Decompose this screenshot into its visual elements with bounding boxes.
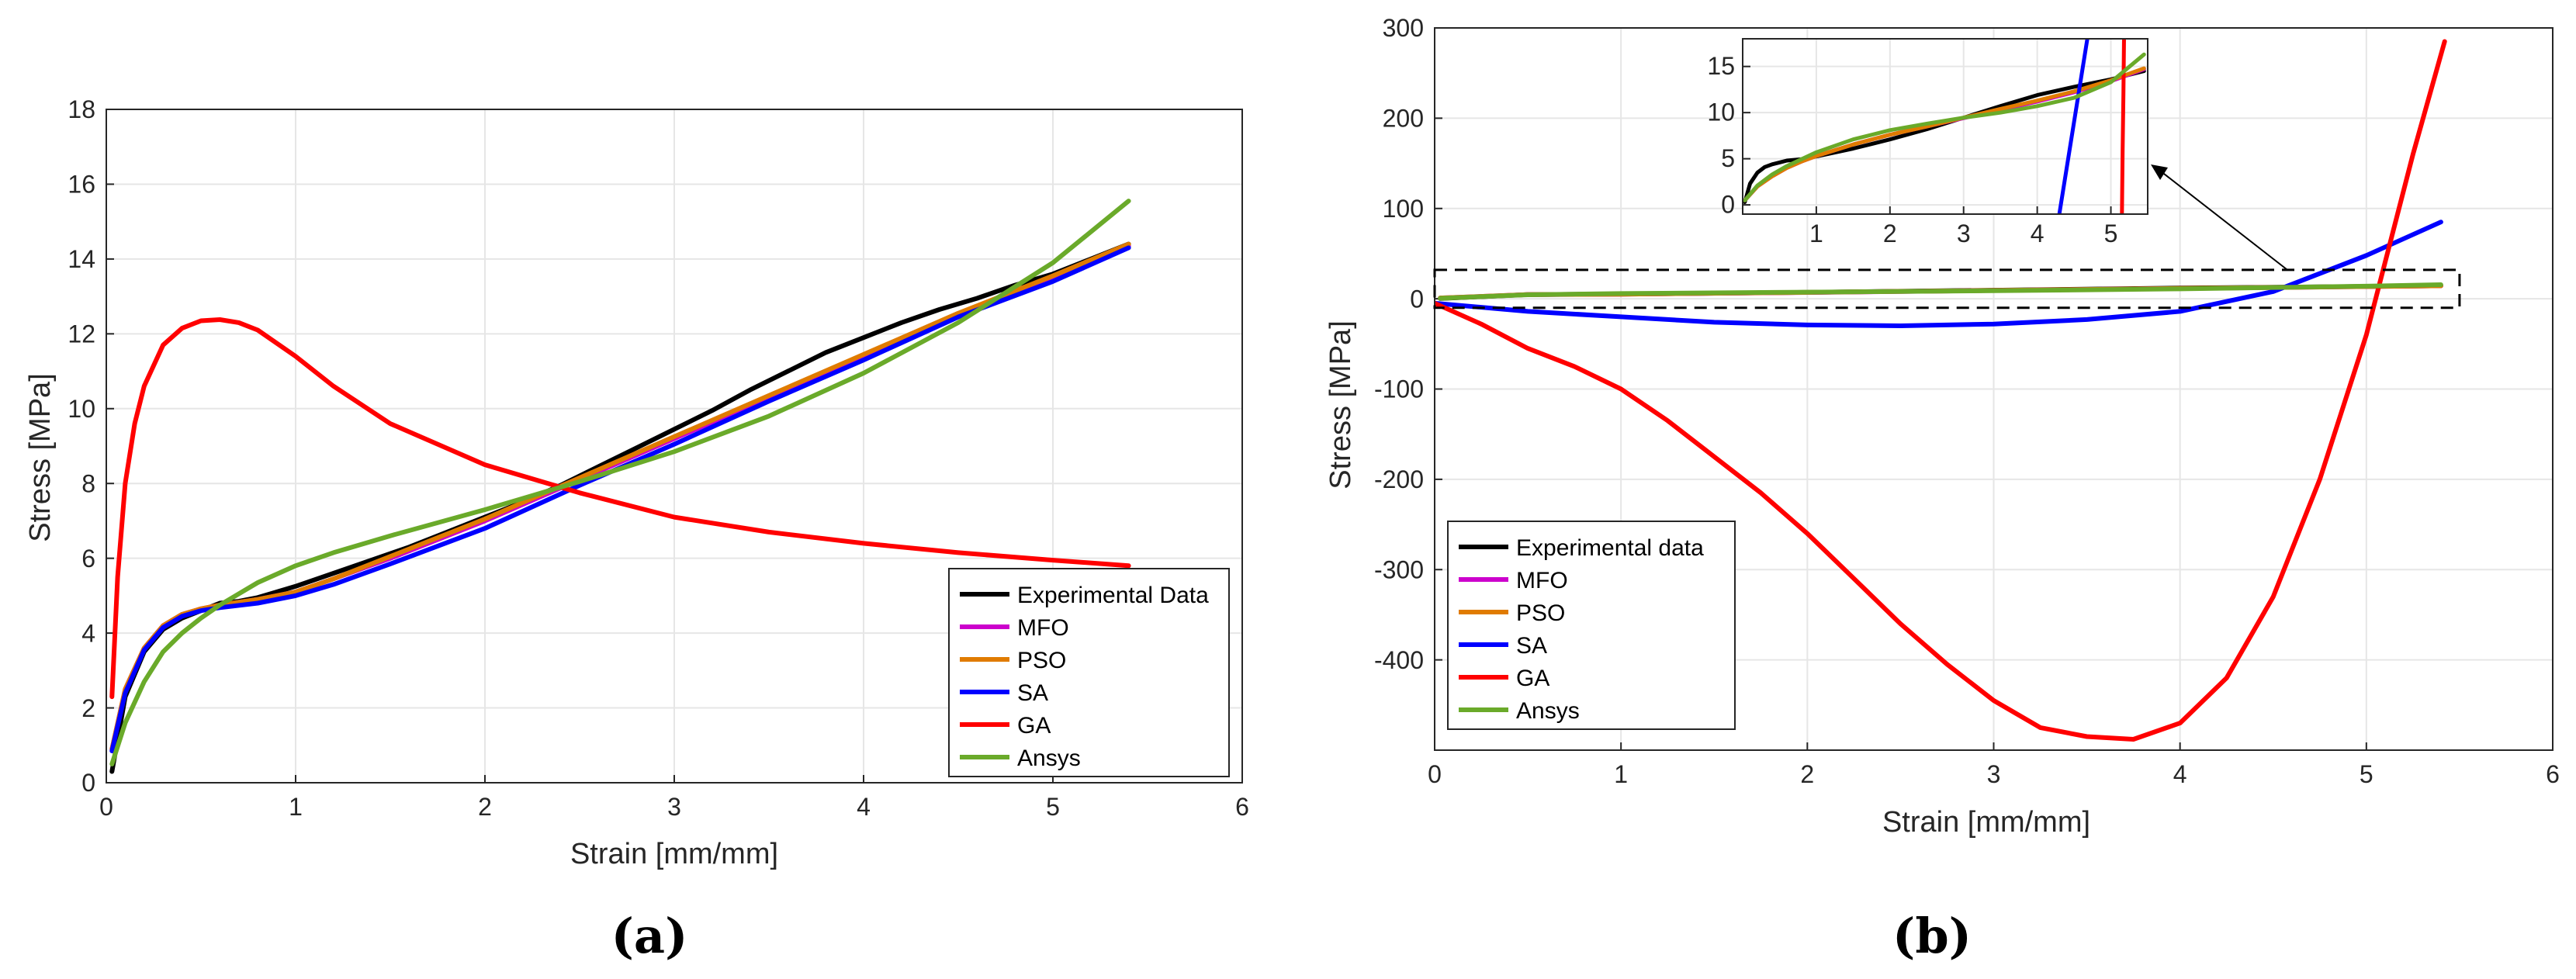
chart-b-inset-frame <box>1742 38 2148 215</box>
chart-a-xtick-label: 1 <box>289 793 303 821</box>
chart-a-ytick-label: 0 <box>81 769 95 797</box>
chart-b-xtick-label: 4 <box>2173 760 2187 788</box>
chart-b-xlabel: Strain [mm/mm] <box>1882 806 2090 839</box>
chart-b-ytick-label: 200 <box>1383 105 1424 133</box>
chart-b-xtick-label: 1 <box>1614 760 1628 788</box>
chart-b-zoom-arrow <box>2156 168 2288 271</box>
chart-b-ylabel: Stress [MPa] <box>1324 320 1357 490</box>
chart-b-ytick-label: -400 <box>1374 646 1424 674</box>
chart-b-frame <box>1434 27 2553 751</box>
chart-a-xtick-label: 6 <box>1235 793 1249 821</box>
chart-b-ytick-label: -200 <box>1374 465 1424 493</box>
chart-b-legend-label: Ansys <box>1516 698 1580 724</box>
chart-a-xtick-label: 3 <box>667 793 681 821</box>
chart-b-ytick-label: -100 <box>1374 375 1424 403</box>
chart-a-frame <box>106 109 1243 784</box>
chart-a-series-ga <box>109 317 1131 700</box>
chart-a-legend-label: PSO <box>1017 648 1066 673</box>
chart-b-inset-xtick-label: 4 <box>2031 220 2045 247</box>
chart-a-xtick-label: 0 <box>99 793 113 821</box>
chart-a-legend <box>948 568 1230 777</box>
chart-a-legend-label: Ansys <box>1017 745 1081 771</box>
chart-a-ytick-label: 4 <box>81 619 95 647</box>
chart-a-xtick-label: 4 <box>857 793 871 821</box>
chart-b-ytick-label: 100 <box>1383 195 1424 223</box>
chart-a-xtick-label: 2 <box>478 793 492 821</box>
chart-b-inset-ytick-label: 10 <box>1707 99 1735 126</box>
chart-b-inset-xtick-label: 2 <box>1883 220 1897 247</box>
chart-b-inset-series-experimental-data <box>1743 69 2146 204</box>
chart-b-inset-ytick-label: 0 <box>1721 191 1735 219</box>
chart-b-inset-ytick-label: 5 <box>1721 144 1735 172</box>
chart-b-legend-label: MFO <box>1516 568 1568 593</box>
chart-b-xtick-label: 0 <box>1428 760 1442 788</box>
chart-a-ytick-label: 10 <box>68 395 95 423</box>
chart-a-ytick-label: 2 <box>81 694 95 722</box>
chart-a-panel-label: (a) <box>611 908 688 964</box>
chart-a-legend-label: MFO <box>1017 615 1069 641</box>
chart-b-ytick-label: 300 <box>1383 14 1424 42</box>
chart-a-ytick-label: 6 <box>81 545 95 573</box>
chart-a-series-sa <box>109 245 1131 753</box>
chart-b-xtick-label: 6 <box>2546 760 2560 788</box>
chart-a-series-ansys <box>109 199 1131 766</box>
chart-a-ytick-label: 18 <box>68 95 95 123</box>
chart-b-inset-xtick-label: 1 <box>1809 220 1823 247</box>
chart-b-zoom-rect <box>1433 268 2461 310</box>
chart-b-legend-label: Experimental data <box>1516 535 1704 561</box>
chart-a-xlabel: Strain [mm/mm] <box>570 838 778 870</box>
chart-a-ytick-label: 8 <box>81 469 95 497</box>
chart-b-xtick-label: 2 <box>1800 760 1814 788</box>
chart-b-legend-label: PSO <box>1516 600 1565 626</box>
chart-a-legend-label: SA <box>1017 680 1048 706</box>
chart-b-legend <box>1447 521 1736 730</box>
chart-b: 0 1 2 3 4 5 6 -400 -300 -200 -100 0 100 200 300 1 2 3 4 5 0 5… <box>1374 14 2560 788</box>
chart-b-ytick-label: 0 <box>1410 285 1424 313</box>
chart-b-legend-label: SA <box>1516 633 1547 659</box>
chart-b-series-ansys <box>1438 282 2443 301</box>
chart-b-inset-ytick-label: 15 <box>1707 52 1735 80</box>
chart-b-inset-xtick-label: 5 <box>2104 220 2118 247</box>
chart-b-inset-series-ga <box>2120 39 2126 214</box>
chart-b-panel-label: (b) <box>1892 908 1972 964</box>
chart-a-legend-label: GA <box>1017 713 1051 739</box>
chart-b-series-ga <box>1435 39 2447 742</box>
chart-b-ytick-label: -300 <box>1374 555 1424 583</box>
chart-a-ytick-label: 14 <box>68 245 95 273</box>
chart-b-inset-series-ansys <box>1743 52 2146 202</box>
chart-a-legend-label: Experimental Data <box>1017 583 1209 608</box>
chart-b-zoom-arrow-head <box>2151 164 2168 180</box>
chart-a-ytick-label: 16 <box>68 171 95 199</box>
chart-b-inset-series-sa <box>2057 39 2090 214</box>
chart-b-inset-area <box>1743 39 2148 214</box>
chart-b-xtick-label: 3 <box>1987 760 2001 788</box>
chart-a-xtick-label: 5 <box>1046 793 1060 821</box>
chart-a-ylabel: Stress [MPa] <box>24 373 57 542</box>
chart-b-inset-xtick-label: 3 <box>1957 220 1971 247</box>
chart-b-legend-label: GA <box>1516 666 1549 691</box>
chart-a-ytick-label: 12 <box>68 320 95 348</box>
chart-b-xtick-label: 5 <box>2360 760 2373 788</box>
